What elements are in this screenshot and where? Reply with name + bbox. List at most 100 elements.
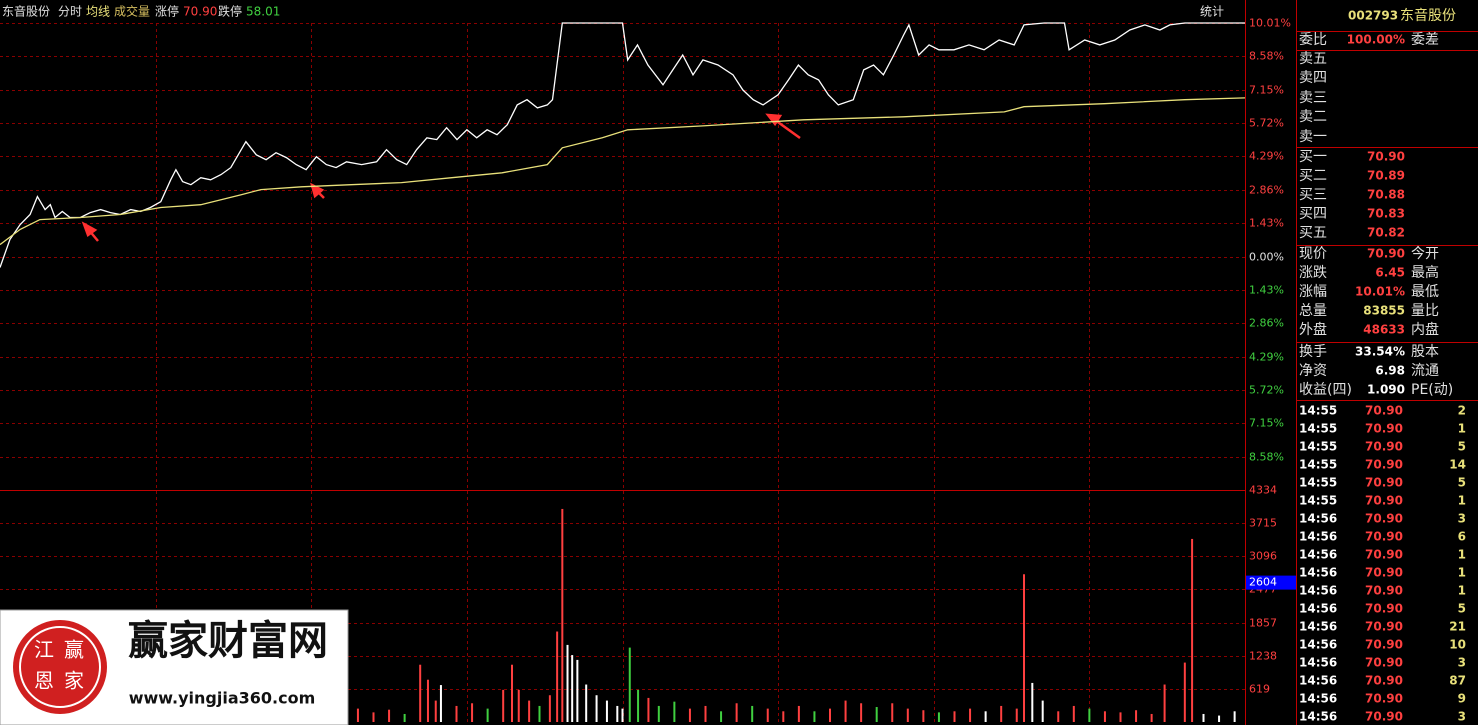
trade-volume: 5 [1458,476,1466,490]
quote-value: 70.83 [1367,207,1405,221]
trade-volume: 1 [1458,584,1466,598]
volume-bar [576,659,579,722]
trade-price: 70.90 [1365,494,1403,508]
volume-bar [969,708,972,722]
volume-bar [595,695,598,722]
quote-label: 卖五 [1299,51,1327,67]
volume-bar [585,684,588,722]
quote-label: 涨跌 [1299,265,1327,281]
quote-value: 48633 [1363,323,1405,337]
volume-bar [455,705,458,722]
limit-up: 70.90 [183,5,217,19]
trade-time: 14:56 [1299,620,1337,634]
trade-price: 70.90 [1365,638,1403,652]
trade-volume: 2 [1458,404,1466,418]
y-tick-label: 3715 [1249,517,1277,530]
y-tick-label: 1.43% [1249,284,1284,297]
avg-label[interactable]: 均线 [86,5,110,19]
quote-label: PE(动) [1411,382,1453,398]
trade-volume: 6 [1458,530,1466,544]
y-tick-label: 619 [1249,683,1270,696]
quote-value: 70.82 [1367,226,1405,240]
volume-bar [1072,705,1075,722]
quote-name: 东音股份 [1400,7,1456,24]
seal-char: 家 [64,669,84,693]
trade-volume: 3 [1458,512,1466,526]
trade-time: 14:56 [1299,566,1337,580]
quote-value: 70.88 [1367,188,1405,202]
y-tick-label: 1857 [1249,617,1277,630]
y-tick-label: 8.58% [1249,451,1284,464]
volume-bar [403,713,406,722]
y-tick-label: 2.86% [1249,317,1284,330]
quote-label: 收益(四) [1299,382,1352,398]
y-tick-label: 5.72% [1249,117,1284,130]
limit-up-label: 涨停 [155,4,179,19]
volume-bar [372,712,375,722]
volume-bar [657,705,660,722]
volume-bar [1233,711,1236,722]
quote-label: 今开 [1411,246,1439,262]
arrow-head [310,182,325,199]
volume-bar [621,708,624,722]
volume-bar [637,689,640,722]
y-tick-label: 1238 [1249,650,1277,663]
header: 东音股份 分时 均线 成交量 涨停 70.90 跌停 58.01 统计 [2,4,1224,19]
trade-price: 70.90 [1365,710,1403,724]
quote-value: 10.01% [1355,285,1405,299]
trade-time: 14:56 [1299,530,1337,544]
mode[interactable]: 分时 [58,5,82,19]
volume-bar [571,655,574,722]
quote-label: 委比 [1299,32,1327,48]
seal-ring [19,626,101,708]
volume-bar [538,705,541,722]
site-url: www.yingjia360.com [129,689,316,708]
trade-time: 14:55 [1299,440,1337,454]
quote-label: 换手 [1299,343,1327,360]
volume-bar [426,679,429,722]
price-line [0,22,1245,268]
y-tick-label: 7.15% [1249,84,1284,97]
volume-bar [616,705,619,722]
arrow-head [765,113,783,127]
stats-button[interactable]: 统计 [1200,5,1224,19]
volume-bar [673,701,676,722]
cursor-label: 2604 [1249,576,1277,589]
quote-label: 涨幅 [1299,284,1327,300]
trade-volume: 1 [1458,494,1466,508]
volume-bar [1150,713,1153,722]
quote-value: 70.90 [1367,150,1405,164]
trade-price: 70.90 [1365,458,1403,472]
volume-bar [875,707,878,722]
arrow-head [81,221,98,237]
trade-volume: 14 [1449,458,1466,472]
y-tick-label: 2.86% [1249,184,1284,197]
trade-price: 70.90 [1365,530,1403,544]
quote-value: 100.00% [1347,33,1405,47]
volume-bar [720,711,723,722]
volume-bar [1057,711,1060,722]
volume-bar [1041,700,1044,722]
volume-bar [797,705,800,722]
volume-bar [735,703,738,722]
trade-time: 14:56 [1299,674,1337,688]
seal-char: 赢 [64,638,84,662]
cursor-box [1246,575,1296,590]
trade-price: 70.90 [1365,548,1403,562]
annotations [81,113,801,242]
y-tick-label: 7.15% [1249,417,1284,430]
quote-value: 70.89 [1367,169,1405,183]
quote-label: 卖四 [1299,70,1327,86]
quote-label: 卖一 [1299,129,1327,145]
quote-label: 买五 [1299,225,1327,241]
volume-bar [1183,662,1186,722]
quote-label: 流通 [1411,363,1439,379]
trade-time: 14:55 [1299,458,1337,472]
vol-label[interactable]: 成交量 [114,4,150,19]
y-tick-label: 3096 [1249,550,1277,563]
trade-time: 14:56 [1299,584,1337,598]
seal-char: 江 [34,638,54,662]
quote-label: 卖二 [1299,109,1327,125]
